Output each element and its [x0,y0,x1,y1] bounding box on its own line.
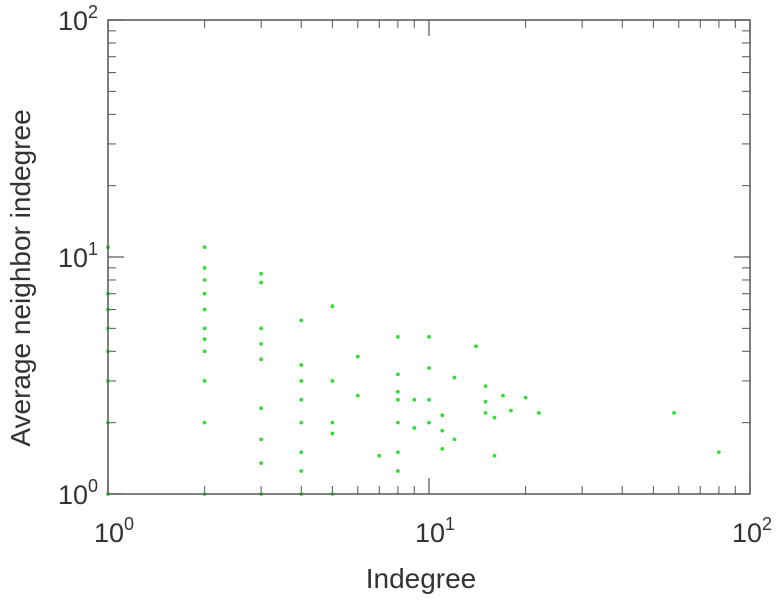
data-point [440,446,445,451]
data-point [395,397,400,402]
data-point [259,437,264,442]
data-point [202,245,207,250]
data-point [202,379,207,383]
data-point [259,406,264,411]
x-tick-label: 100 [94,514,134,548]
data-point [202,265,207,270]
data-point [299,318,304,323]
data-point [509,408,513,413]
data-point [716,450,721,455]
data-point [492,453,497,458]
data-point [440,428,445,433]
data-point [523,395,528,400]
data-point [299,420,304,425]
data-point [537,410,541,415]
data-point [259,341,264,346]
data-point [427,335,431,339]
data-point [330,420,335,425]
data-point [395,420,400,425]
data-point [395,389,400,394]
data-point [202,326,207,331]
data-point [377,453,382,458]
data-point [202,307,207,312]
data-point [299,469,304,473]
data-point [452,437,457,442]
data-point [483,384,488,389]
data-point [395,469,400,473]
data-point [427,420,431,425]
data-point [259,271,264,276]
x-tick-label: 102 [732,514,772,548]
data-point [395,335,400,339]
data-point [412,397,417,402]
y-tick-label: 101 [58,239,98,273]
y-tick-labels: 100 101 102 [58,2,98,510]
y-axis-title: Average neighbor indegree [5,109,36,446]
data-point [259,280,264,285]
data-points [106,245,721,496]
data-point [474,344,478,349]
data-point [452,375,457,380]
data-point [259,357,264,362]
data-point [202,337,207,342]
data-point [483,410,488,415]
data-point [492,415,497,420]
data-point [330,304,335,309]
data-point [395,450,400,455]
x-tick-labels: 100 101 102 [94,514,772,548]
x-tick-label: 101 [415,514,455,548]
data-point [427,366,431,370]
data-point [202,291,207,296]
data-point [259,461,264,466]
data-point [299,379,304,383]
data-point [299,363,304,367]
data-point [299,397,304,402]
data-point [202,349,207,354]
data-point [395,372,400,377]
data-point [501,393,505,398]
data-point [672,410,676,415]
data-point [330,431,335,436]
data-point [202,420,207,425]
data-point [427,397,431,402]
data-point [330,379,335,383]
minor-ticks [108,20,750,494]
data-point [355,354,360,359]
data-point [412,426,417,430]
data-point [355,393,360,398]
data-point [483,399,488,404]
data-point [202,278,207,282]
plot-frame [107,19,751,495]
data-point [259,326,264,331]
y-tick-label: 100 [58,476,98,510]
y-tick-label: 102 [58,2,98,36]
x-axis-title: Indegree [366,563,477,594]
data-point [299,450,304,455]
data-point [440,413,445,418]
